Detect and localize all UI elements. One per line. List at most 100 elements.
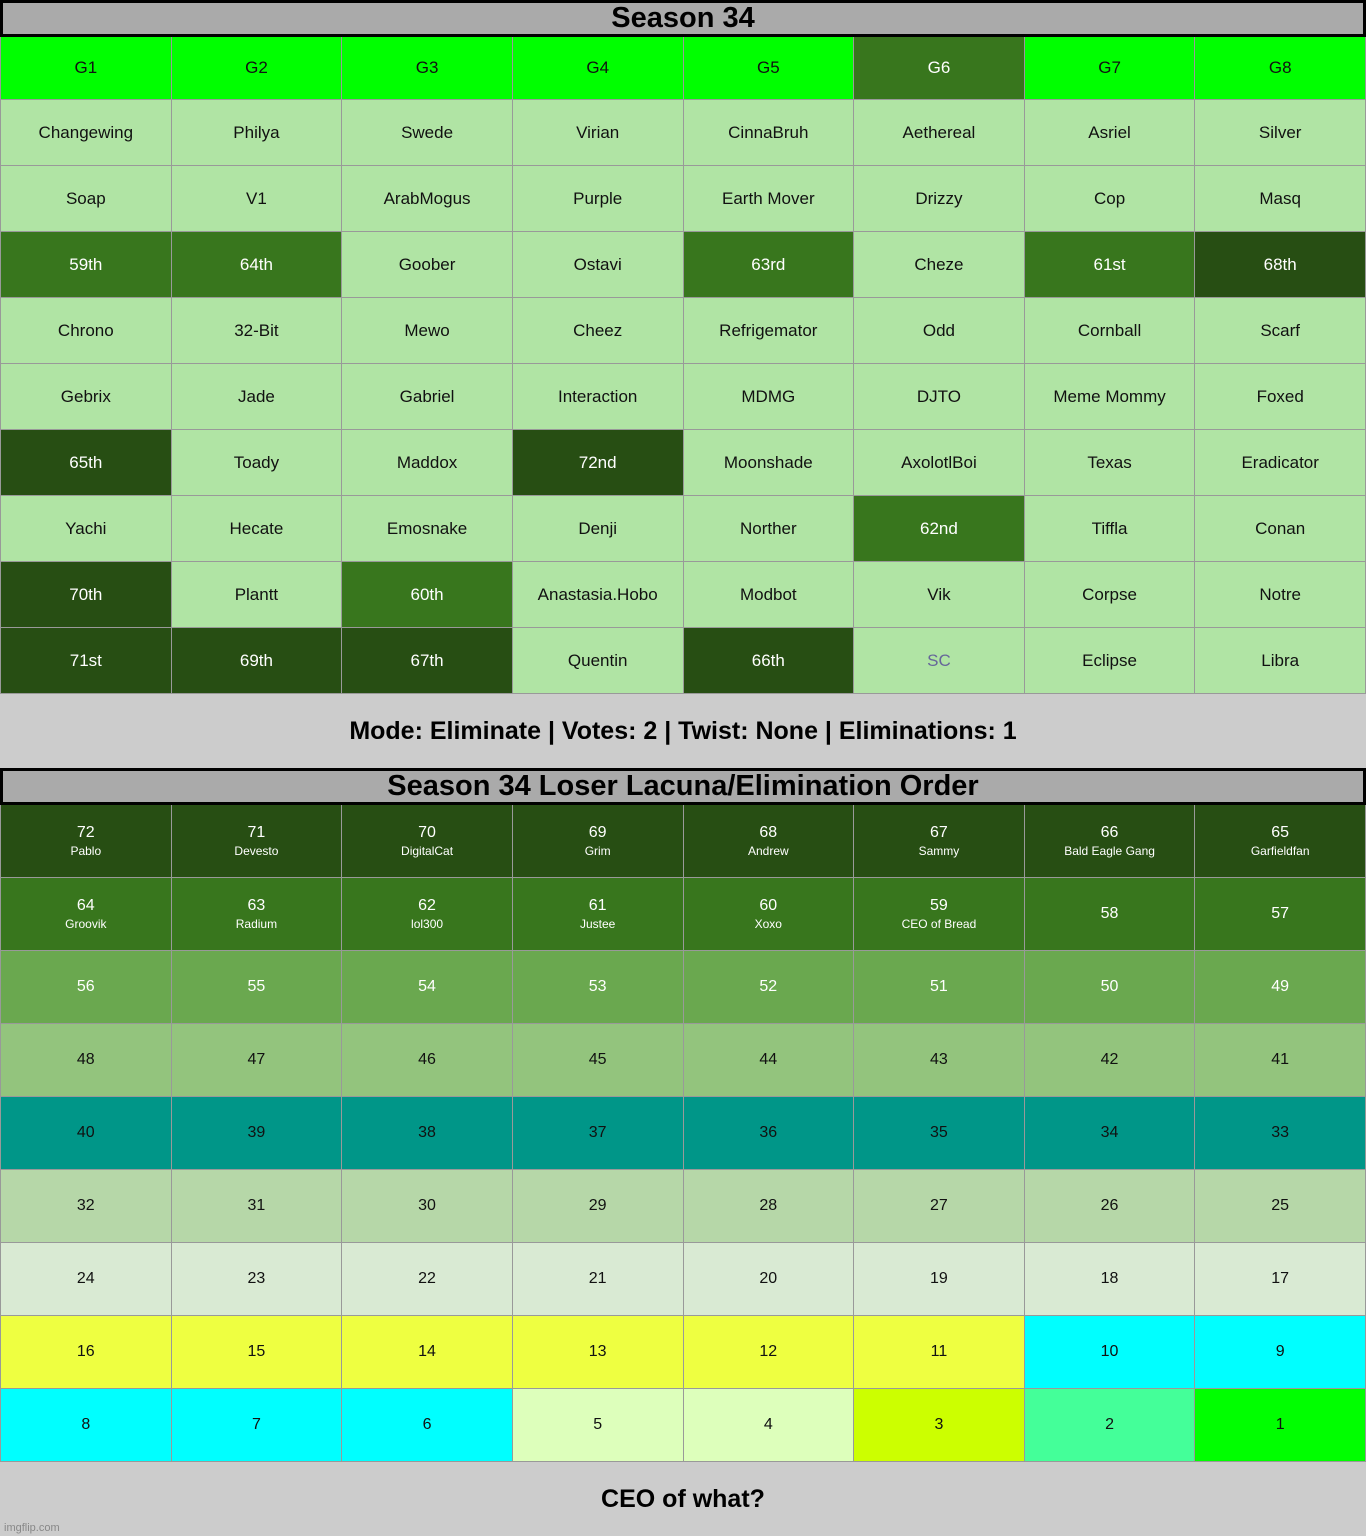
watermark: imgflip.com	[4, 1522, 60, 1534]
placement-cell: 51	[854, 951, 1024, 1023]
eliminated-player-name: Xoxo	[754, 917, 782, 931]
contestant-cell: Notre	[1195, 562, 1365, 627]
placement-number: 51	[930, 978, 948, 995]
placement-cell: 2	[1024, 1389, 1195, 1461]
placement-number: 16	[76, 1343, 95, 1360]
placement-number: 24	[76, 1270, 95, 1287]
placement-number: 36	[759, 1124, 778, 1141]
contestant-cell: 68th	[1195, 232, 1365, 297]
placement-cell: 67 Sammy	[854, 805, 1024, 877]
placement-number: 66	[1100, 824, 1119, 841]
group-header-g4: G4	[512, 37, 683, 99]
placement-number: 10	[1100, 1343, 1119, 1360]
placement-cell: 7	[171, 1389, 342, 1461]
placement-number: 7	[251, 1416, 261, 1433]
contestant-cell: Yachi	[1, 496, 171, 561]
placement-cell: 58	[1024, 878, 1195, 950]
placement-cell: 22	[342, 1243, 512, 1315]
placement-number: 26	[1100, 1197, 1119, 1214]
contestant-cell: 65th	[1, 430, 171, 495]
placement-number: 17	[1271, 1270, 1290, 1287]
placement-number: 48	[76, 1051, 95, 1068]
placement-cell: 14	[342, 1316, 512, 1388]
placement-cell: 59 CEO of Bread	[854, 878, 1024, 950]
placement-number: 6	[422, 1416, 432, 1433]
contestant-cell: Philya	[171, 100, 342, 165]
placement-cell: 1	[1195, 1389, 1365, 1461]
placement-number: 12	[759, 1343, 778, 1360]
placement-number: 23	[247, 1270, 266, 1287]
group-header-g5: G5	[683, 37, 854, 99]
placement-cell: 16	[1, 1316, 171, 1388]
placement-cell: 56	[1, 951, 171, 1023]
placement-cell: 41	[1195, 1024, 1365, 1096]
placement-number: 53	[588, 978, 607, 995]
contestant-cell: Earth Mover	[683, 166, 854, 231]
placement-cell: 5	[512, 1389, 683, 1461]
contestant-cell: Plantt	[171, 562, 342, 627]
contestant-cell: Toady	[171, 430, 342, 495]
eliminated-player-name: Sammy	[918, 844, 960, 858]
contestant-cell: Foxed	[1195, 364, 1365, 429]
contestant-cell: Jade	[171, 364, 342, 429]
placement-cell: 54	[342, 951, 512, 1023]
contestant-cell: Tiffla	[1024, 496, 1195, 561]
eliminated-player-name: CEO of Bread	[901, 917, 977, 931]
placement-cell: 26	[1024, 1170, 1195, 1242]
placement-number: 3	[934, 1416, 944, 1433]
contestant-cell: DJTO	[854, 364, 1024, 429]
placement-number: 58	[1100, 905, 1119, 922]
contestant-cell: Moonshade	[683, 430, 854, 495]
placement-number: 68	[759, 824, 778, 841]
placement-number: 71	[247, 824, 266, 841]
placement-cell: 49	[1195, 951, 1365, 1023]
placement-number: 62	[418, 897, 436, 914]
placement-number: 56	[76, 978, 95, 995]
contestant-cell: Norther	[683, 496, 854, 561]
placement-number: 30	[418, 1197, 436, 1214]
contestant-cell: 69th	[171, 628, 342, 693]
placement-cell: 32	[1, 1170, 171, 1242]
placement-cell: 61 Justee	[512, 878, 683, 950]
placement-number: 13	[588, 1343, 607, 1360]
placement-number: 61	[588, 897, 607, 914]
placement-number: 14	[418, 1343, 436, 1360]
placement-cell: 21	[512, 1243, 683, 1315]
contestant-cell: Libra	[1195, 628, 1365, 693]
placement-number: 41	[1271, 1051, 1290, 1068]
placement-cell: 64 Groovik	[1, 878, 171, 950]
group-header-g8: G8	[1195, 37, 1365, 99]
contestant-cell: Cornball	[1024, 298, 1195, 363]
eliminated-player-name: DigitalCat	[401, 844, 454, 858]
placement-number: 40	[76, 1124, 95, 1141]
contestant-cell: 62nd	[854, 496, 1024, 561]
placement-cell: 6	[342, 1389, 512, 1461]
placement-cell: 8	[1, 1389, 171, 1461]
placement-number: 49	[1271, 978, 1290, 995]
placement-number: 9	[1275, 1343, 1285, 1360]
placement-cell: 43	[854, 1024, 1024, 1096]
placement-cell: 45	[512, 1024, 683, 1096]
placement-cell: 18	[1024, 1243, 1195, 1315]
placement-number: 15	[247, 1343, 266, 1360]
contestant-cell: Anastasia.Hobo	[512, 562, 683, 627]
placement-number: 25	[1271, 1197, 1290, 1214]
placement-cell: 17	[1195, 1243, 1365, 1315]
contestant-cell: 71st	[1, 628, 171, 693]
eliminated-player-name: Garfieldfan	[1250, 844, 1310, 858]
placement-number: 38	[418, 1124, 436, 1141]
placement-cell: 3	[854, 1389, 1024, 1461]
placement-cell: 34	[1024, 1097, 1195, 1169]
eliminated-player-name: Grim	[584, 844, 611, 858]
placement-number: 20	[759, 1270, 778, 1287]
placement-number: 5	[593, 1416, 603, 1433]
placement-number: 11	[930, 1343, 948, 1360]
contestant-cell: Cheez	[512, 298, 683, 363]
placement-cell: 48	[1, 1024, 171, 1096]
contestant-cell: Gabriel	[342, 364, 512, 429]
contestant-cell: Eradicator	[1195, 430, 1365, 495]
placement-cell: 9	[1195, 1316, 1365, 1388]
placement-cell: 39	[171, 1097, 342, 1169]
placement-cell: 11	[854, 1316, 1024, 1388]
placement-cell: 50	[1024, 951, 1195, 1023]
